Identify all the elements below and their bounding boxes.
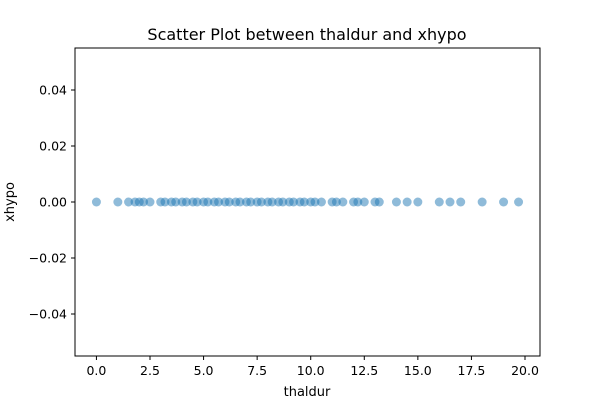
plot-area-frame <box>74 47 541 357</box>
scatter-point <box>359 197 369 207</box>
scatter-point <box>203 197 213 207</box>
scatter-point <box>456 197 466 207</box>
y-tick-label: 0.02 <box>39 139 67 154</box>
scatter-point <box>145 197 155 207</box>
x-tick-label: 15.0 <box>404 363 432 378</box>
scatter-point <box>434 197 444 207</box>
scatter-point <box>499 197 509 207</box>
x-tick-label: 7.5 <box>247 363 267 378</box>
scatter-point <box>278 197 288 207</box>
y-tick-label: −0.04 <box>29 307 67 322</box>
scatter-point <box>445 197 455 207</box>
scatter-point <box>171 197 181 207</box>
scatter-point <box>139 197 149 207</box>
scatter-point <box>224 197 234 207</box>
scatter-point <box>353 197 363 207</box>
scatter-point <box>316 197 326 207</box>
scatter-point <box>338 197 348 207</box>
scatter-point <box>246 197 256 207</box>
scatter-point <box>160 197 170 207</box>
scatter-point <box>124 197 134 207</box>
scatter-point <box>514 197 524 207</box>
scatter-point <box>413 197 423 207</box>
y-tick-label: 0.00 <box>39 195 67 210</box>
x-tick-label: 10.0 <box>297 363 325 378</box>
y-axis-label: xhypo <box>3 182 18 222</box>
y-tick-label: 0.04 <box>39 83 67 98</box>
scatter-point <box>256 197 266 207</box>
scatter-point <box>374 197 384 207</box>
scatter-point <box>267 197 277 207</box>
scatter-point <box>214 197 224 207</box>
points-layer <box>91 197 524 207</box>
x-tick-label: 17.5 <box>458 363 486 378</box>
x-tick-label: 2.5 <box>140 363 160 378</box>
scatter-point <box>235 197 245 207</box>
scatter-point <box>289 197 299 207</box>
scatter-point <box>310 197 320 207</box>
scatter-point <box>181 197 191 207</box>
scatter-point <box>402 197 412 207</box>
scatter-point <box>192 197 202 207</box>
scatter-point <box>477 197 487 207</box>
x-tick-label: 12.5 <box>350 363 378 378</box>
scatter-point <box>91 197 101 207</box>
scatter-point <box>331 197 341 207</box>
x-tick-label: 5.0 <box>194 363 214 378</box>
x-tick-label: 0.0 <box>86 363 106 378</box>
scatter-point <box>113 197 123 207</box>
y-tick-label: −0.02 <box>29 251 67 266</box>
x-axis-ticks: 0.0 2.5 5.0 7.5 10.0 12.5 15.0 17.5 20.0 <box>86 356 539 378</box>
y-axis-ticks: −0.04 −0.02 0.00 0.02 0.04 <box>29 83 75 322</box>
scatter-point <box>299 197 309 207</box>
chart-title: Scatter Plot between thaldur and xhypo <box>147 25 466 44</box>
x-tick-label: 20.0 <box>511 363 539 378</box>
scatter-point <box>391 197 401 207</box>
x-axis-label: thaldur <box>284 385 331 400</box>
